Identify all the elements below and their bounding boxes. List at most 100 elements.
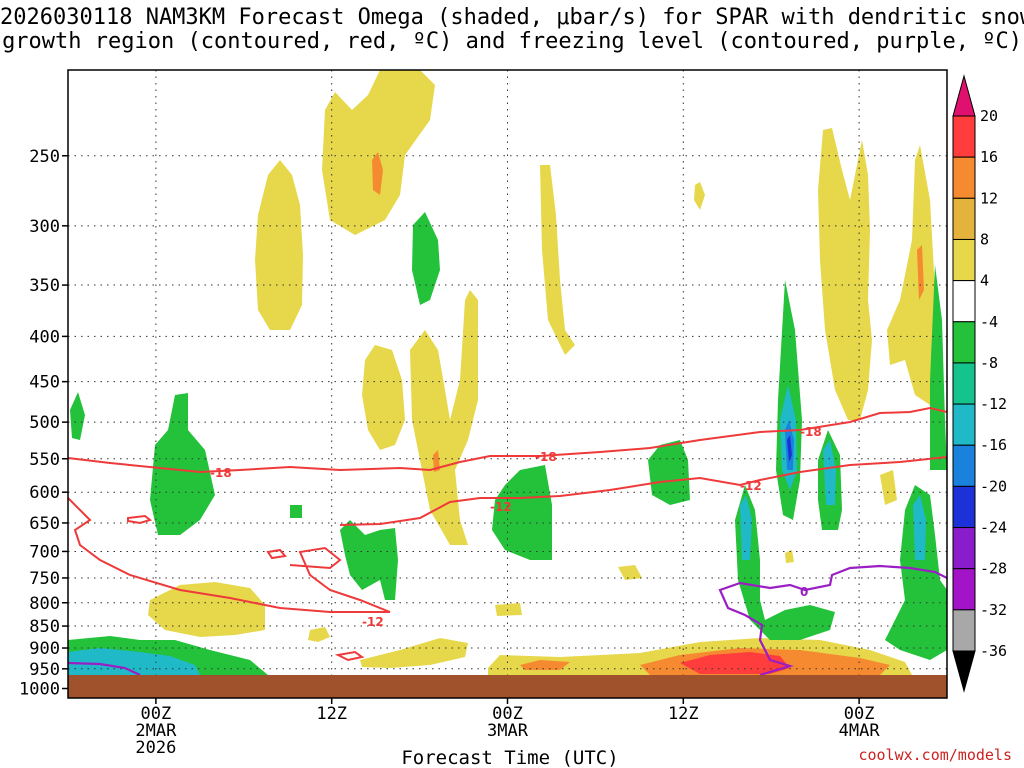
omega-region (68, 648, 200, 675)
colorbar-tick-label: 20 (980, 107, 998, 125)
x-tick-label: 4MAR (839, 721, 881, 741)
omega-region (618, 565, 642, 580)
colorbar-tick-label: 12 (980, 189, 998, 207)
colorbar-swatch (952, 321, 976, 364)
contour-minus12 (68, 497, 390, 613)
omega-region (740, 495, 752, 560)
y-tick-label: 400 (29, 327, 60, 347)
colorbar-swatch (952, 527, 976, 570)
colorbar-tick-label: -24 (980, 519, 1007, 537)
omega-region (887, 145, 938, 405)
omega-region (410, 290, 478, 545)
omega-region (785, 550, 794, 563)
colorbar-swatch (952, 115, 976, 158)
omega-region (492, 465, 552, 560)
contour-small-loop (127, 514, 153, 525)
y-tick-label: 600 (29, 483, 60, 503)
omega-region (917, 245, 924, 300)
contour-label: 0 (800, 585, 808, 599)
x-tick-label: 3MAR (487, 721, 529, 741)
y-tick-label: 800 (29, 594, 60, 614)
omega-region (913, 495, 926, 560)
omega-region (255, 160, 303, 330)
freezing-level-contours (68, 564, 947, 677)
omega-region (308, 627, 330, 642)
x-tick-label: 00Z (141, 704, 172, 724)
contour-label: -12 (362, 615, 384, 629)
y-tick-label: 750 (29, 569, 60, 589)
colorbar-tick-label: -4 (980, 313, 998, 331)
omega-region (412, 212, 440, 305)
colorbar-bottom-arrow (952, 650, 976, 693)
colorbar-swatch (952, 280, 976, 323)
omega-region (150, 393, 215, 535)
contour-zero (68, 661, 141, 676)
omega-region (540, 165, 575, 355)
x-tick-label: 12Z (316, 704, 347, 724)
colorbar-swatch (952, 609, 976, 652)
y-tick-label: 950 (29, 660, 60, 680)
omega-positive-regions (148, 70, 938, 675)
contour-label: -18 (535, 450, 557, 464)
colorbar-swatch (952, 238, 976, 282)
omega-region (372, 152, 383, 195)
contour-label: -18 (210, 466, 232, 480)
omega-region (433, 450, 440, 472)
colorbar-tick-label: 8 (980, 230, 989, 248)
colorbar-tick-label: -20 (980, 477, 1007, 495)
omega-region (520, 660, 570, 670)
colorbar-top-arrow (952, 74, 976, 117)
y-tick-label: 300 (29, 217, 60, 237)
colorbar-tick-label: -28 (980, 560, 1007, 578)
omega-region (823, 440, 836, 505)
colorbar-tick-label: -16 (980, 436, 1007, 454)
chart-title-line1: 2026030118 NAM3KM Forecast Omega (shaded… (0, 5, 1024, 30)
omega-region (340, 520, 398, 600)
omega-region (880, 470, 897, 505)
omega-region (360, 638, 468, 668)
colorbar-swatch (952, 197, 976, 240)
x-tick-label: 2MAR (135, 721, 177, 741)
omega-region (787, 435, 792, 462)
contour-label: -12 (490, 500, 512, 514)
y-tick-label: 450 (29, 373, 60, 393)
y-tick-label: 650 (29, 514, 60, 534)
red-contour-labels: -18 -18 -12 -12 -12 -18 (210, 425, 822, 629)
colorbar-tick-label: -36 (980, 642, 1007, 660)
x-tick-label: 00Z (492, 704, 523, 724)
y-tick-label: 350 (29, 276, 60, 296)
colorbar-swatch (952, 403, 976, 446)
contour-zero (718, 564, 947, 677)
omega-region (885, 485, 947, 660)
x-axis-label: Forecast Time (UTC) (401, 747, 618, 768)
credit-text: coolwx.com/models (858, 746, 1012, 764)
x-tick-label: 00Z (844, 704, 875, 724)
omega-region (818, 128, 872, 420)
contour-minus18 (68, 406, 947, 474)
omega-max-positive-regions (680, 652, 790, 674)
y-tick-label: 1000 (19, 680, 60, 700)
dendritic-contours (68, 406, 947, 662)
omega-region (70, 392, 85, 440)
y-tick-label: 850 (29, 617, 60, 637)
omega-region (362, 345, 405, 450)
omega-region (735, 485, 835, 640)
y-tick-label: 250 (29, 147, 60, 167)
omega-region (290, 505, 302, 518)
omega-region (148, 582, 265, 637)
omega-region (694, 182, 705, 210)
y-axis: 2503003504004505005506006507007508008509… (19, 147, 68, 700)
colorbar-tick-label: 16 (980, 148, 998, 166)
colorbar-tick-label: -12 (980, 395, 1007, 413)
omega-region (930, 265, 947, 470)
y-tick-label: 550 (29, 450, 60, 470)
y-tick-label: 500 (29, 413, 60, 433)
y-tick-label: 900 (29, 639, 60, 659)
contour-minus12b (339, 456, 947, 526)
chart-title-line2: growth region (contoured, red, ºC) and f… (2, 29, 1022, 54)
colorbar-tick-label: 4 (980, 272, 989, 290)
ground (68, 675, 947, 698)
colorbar-tick-label: -8 (980, 354, 998, 372)
